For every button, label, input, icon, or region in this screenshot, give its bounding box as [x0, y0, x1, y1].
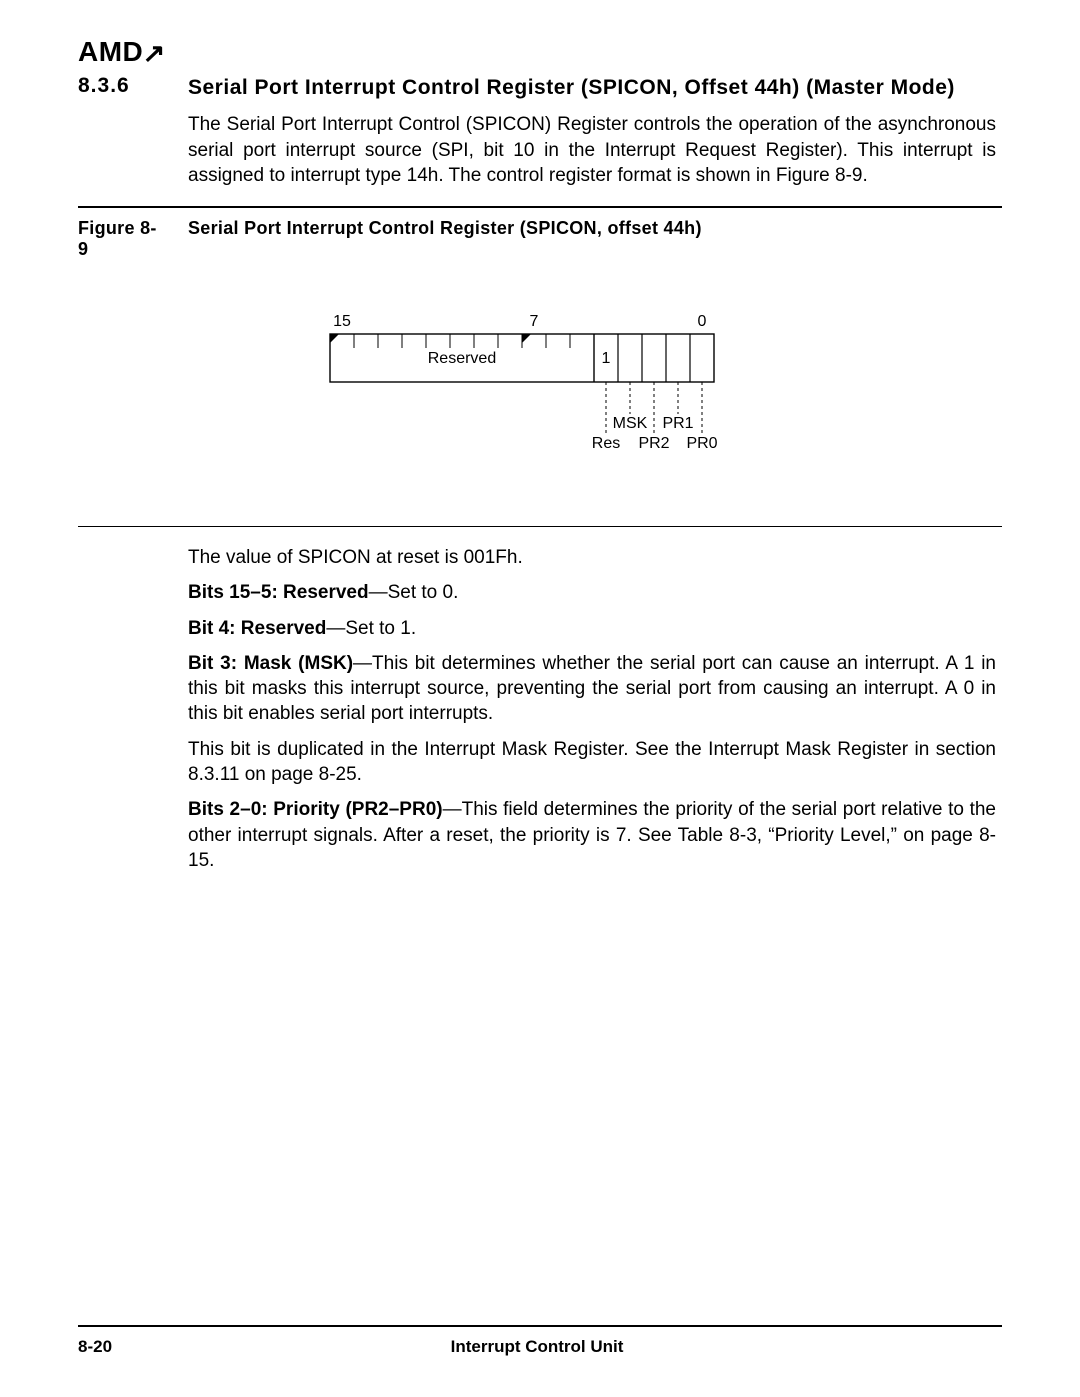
- logo-text: AMD: [78, 36, 143, 67]
- svg-text:PR2: PR2: [638, 435, 669, 452]
- footer-chapter-title: Interrupt Control Unit: [451, 1337, 624, 1357]
- footer-page-number: 8-20: [78, 1337, 112, 1357]
- svg-text:PR1: PR1: [662, 415, 693, 432]
- register-svg: 15 7 0 Reserved 1 MSK PR1 Res PR2 PR0: [310, 306, 770, 496]
- bits-15-5-paragraph: Bits 15–5: Reserved—Set to 0.: [188, 580, 996, 605]
- bit-3-paragraph: Bit 3: Mask (MSK)—This bit determines wh…: [188, 651, 996, 727]
- svg-text:MSK: MSK: [613, 415, 648, 432]
- bits-15-5-rest: —Set to 0.: [369, 582, 459, 603]
- bit-3-bold: Bit 3: Mask (MSK): [188, 653, 353, 674]
- bits-2-0-paragraph: Bits 2–0: Priority (PR2–PR0)—This field …: [188, 797, 996, 873]
- figure-caption: Serial Port Interrupt Control Register (…: [188, 218, 702, 239]
- footer-rule: [78, 1325, 1002, 1327]
- svg-text:1: 1: [602, 350, 611, 367]
- svg-text:Reserved: Reserved: [428, 350, 496, 367]
- figure-caption-row: Figure 8-9 Serial Port Interrupt Control…: [78, 218, 1002, 260]
- reset-value-paragraph: The value of SPICON at reset is 001Fh.: [188, 545, 996, 570]
- section-number: 8.3.6: [78, 74, 150, 98]
- amd-logo: AMD↗: [78, 36, 1002, 68]
- bit-4-bold: Bit 4: Reserved: [188, 618, 326, 639]
- section-heading: 8.3.6 Serial Port Interrupt Control Regi…: [78, 74, 1002, 102]
- bits-2-0-bold: Bits 2–0: Priority (PR2–PR0): [188, 799, 443, 820]
- rule-below-figure: [78, 526, 1002, 527]
- svg-text:0: 0: [698, 313, 707, 330]
- svg-text:15: 15: [333, 313, 351, 330]
- rule-above-figure: [78, 206, 1002, 208]
- intro-paragraph: The Serial Port Interrupt Control (SPICO…: [188, 112, 996, 188]
- svg-text:Res: Res: [592, 435, 620, 452]
- figure-label: Figure 8-9: [78, 218, 166, 260]
- bit-4-paragraph: Bit 4: Reserved—Set to 1.: [188, 616, 996, 641]
- bit-4-rest: —Set to 1.: [326, 618, 416, 639]
- bits-15-5-bold: Bits 15–5: Reserved: [188, 582, 369, 603]
- svg-text:7: 7: [530, 313, 539, 330]
- page-footer: 8-20 Interrupt Control Unit: [78, 1325, 1002, 1357]
- footer-spacer: [962, 1337, 1002, 1357]
- section-title: Serial Port Interrupt Control Register (…: [188, 74, 955, 102]
- register-diagram: 15 7 0 Reserved 1 MSK PR1 Res PR2 PR0: [78, 306, 1002, 496]
- bit-3-extra-paragraph: This bit is duplicated in the Interrupt …: [188, 737, 996, 788]
- svg-text:PR0: PR0: [686, 435, 717, 452]
